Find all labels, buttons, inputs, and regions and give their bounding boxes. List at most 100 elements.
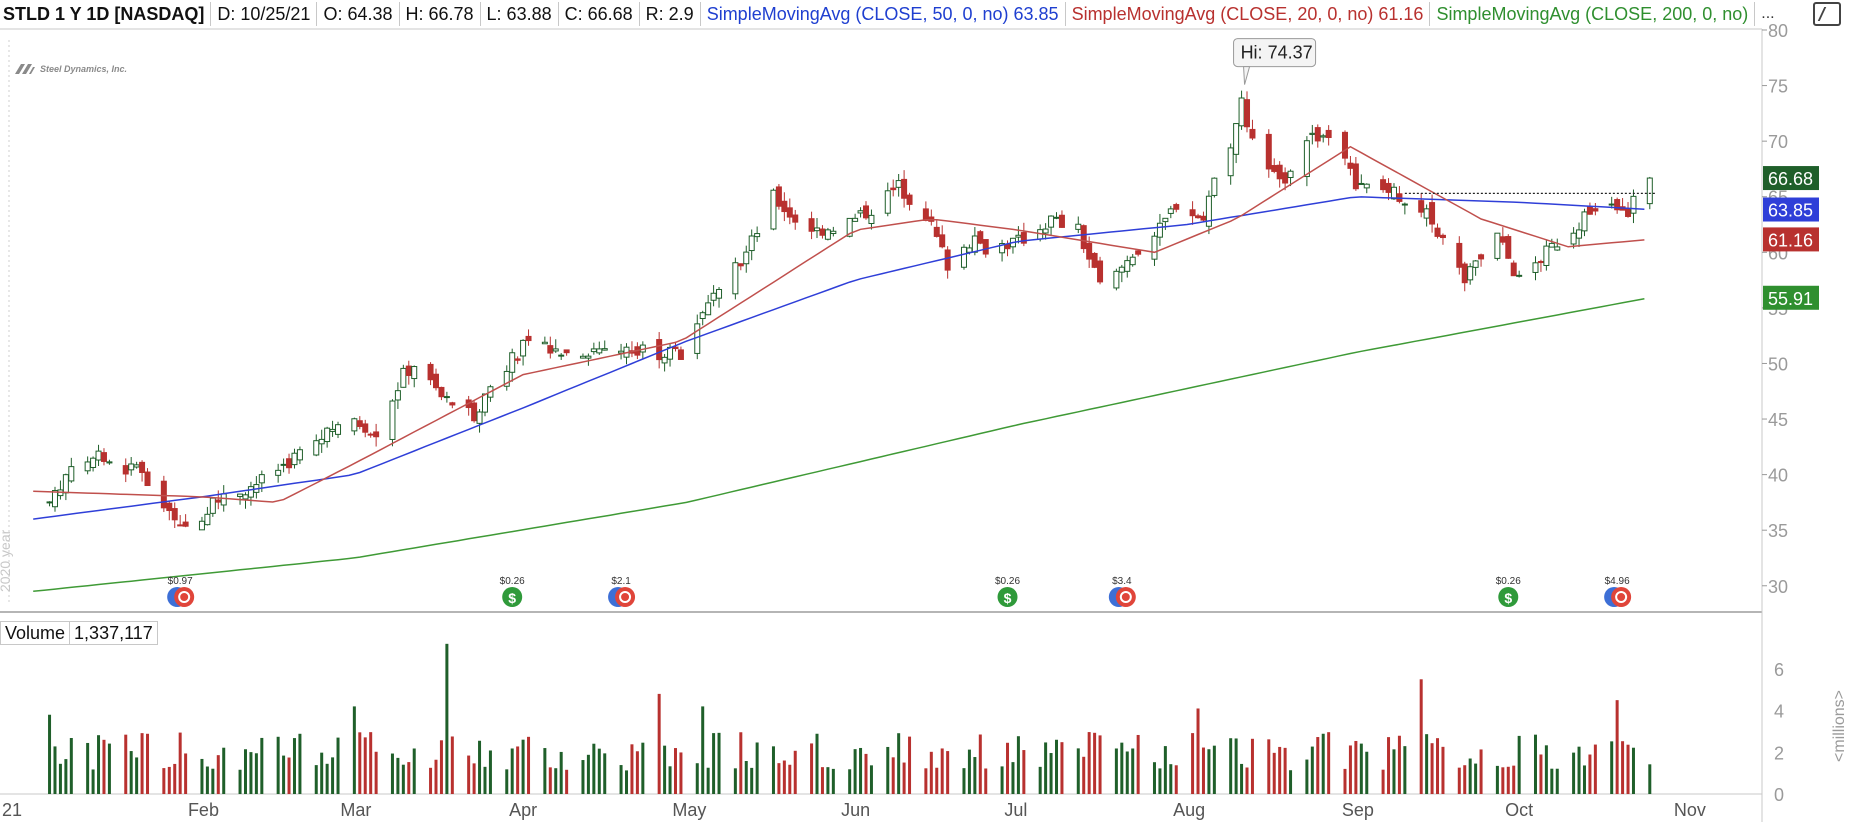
candle — [748, 229, 755, 261]
volume-bar — [1163, 746, 1167, 794]
drawing-tool-icon[interactable] — [1813, 2, 1841, 26]
candle — [661, 353, 668, 372]
dividend-icon[interactable]: $0.26 $ — [500, 576, 525, 607]
candle — [705, 294, 712, 316]
candle — [351, 417, 358, 436]
candle — [90, 456, 97, 472]
value-badge-text: 55.91 — [1768, 289, 1813, 309]
candle — [139, 460, 146, 482]
candle — [939, 225, 946, 249]
candle — [1091, 252, 1098, 269]
candle — [1249, 119, 1256, 141]
candle — [933, 220, 940, 238]
event-label: $0.26 — [1496, 576, 1521, 587]
volume-label[interactable]: Volume — [0, 621, 71, 645]
volume-bar — [973, 757, 977, 794]
volume-bar — [407, 762, 411, 794]
candle — [1439, 233, 1446, 245]
more-menu-button[interactable]: ... — [1761, 5, 1775, 22]
volume-bar — [1441, 746, 1445, 794]
volume-bar — [527, 736, 531, 794]
volume-bar — [831, 768, 835, 794]
candle — [1347, 155, 1354, 176]
earnings-icon[interactable]: $2.1 — [608, 576, 636, 607]
candle — [1576, 222, 1583, 247]
volume-bar — [717, 732, 721, 794]
candle — [1586, 202, 1593, 215]
candle — [1097, 256, 1104, 285]
candle — [1211, 177, 1218, 198]
candle — [509, 348, 516, 382]
candle — [1472, 260, 1479, 276]
volume-bar — [1174, 765, 1178, 794]
symbol-label[interactable]: STLD 1 Y 1D [NASDAQ] — [0, 2, 212, 26]
volume-bar — [750, 767, 754, 794]
volume-bar — [320, 752, 324, 794]
volume-bar — [1512, 765, 1516, 794]
candle — [1314, 124, 1321, 148]
candle — [563, 349, 570, 356]
volume-bar — [510, 748, 514, 794]
candle — [1510, 260, 1517, 277]
candle — [100, 448, 107, 466]
candle — [122, 458, 129, 483]
price-tick-label: 40 — [1768, 466, 1788, 486]
candle — [1151, 231, 1158, 266]
volume-bar — [1392, 749, 1396, 794]
candle — [84, 456, 91, 475]
candle — [1173, 202, 1180, 213]
chart-header: STLD 1 Y 1D [NASDAQ] D: 10/25/21 O: 64.3… — [0, 0, 1781, 28]
candle — [1135, 249, 1142, 257]
sma20-line — [33, 145, 1645, 503]
volume-bar — [53, 746, 57, 794]
volume-bar — [1152, 762, 1156, 794]
candle — [1630, 189, 1637, 224]
volume-bar — [1321, 733, 1325, 794]
open-readout: O: 64.38 — [317, 2, 400, 26]
candle — [1554, 238, 1561, 251]
volume-bar — [162, 768, 166, 794]
volume-bar — [1196, 708, 1200, 794]
candle — [95, 444, 102, 467]
dividend-icon[interactable]: $0.26 $ — [995, 576, 1020, 607]
earnings-icon[interactable]: $0.97 — [167, 576, 195, 607]
volume-bar — [1093, 732, 1097, 794]
candle — [405, 360, 412, 385]
volume-bar — [483, 766, 487, 794]
range-readout: R: 2.9 — [640, 2, 701, 26]
volume-bar — [173, 763, 177, 794]
candle — [62, 473, 69, 501]
dividend-icon[interactable]: $0.26 $ — [1496, 576, 1521, 607]
volume-axis: 0 2 4 6 <millions> — [1774, 660, 1848, 805]
candle — [710, 285, 717, 307]
candle — [57, 480, 64, 500]
sma20-study[interactable]: SimpleMovingAvg (CLOSE, 20, 0, no) 61.16 — [1066, 2, 1431, 26]
candle — [520, 339, 527, 366]
candle — [275, 463, 282, 483]
sma50-study[interactable]: SimpleMovingAvg (CLOSE, 50, 0, no) 63.85 — [701, 2, 1066, 26]
volume-bar — [771, 746, 775, 794]
volume-bar — [97, 735, 101, 794]
volume-bar — [1278, 746, 1282, 794]
volume-bar — [336, 737, 340, 794]
candle — [1058, 210, 1065, 228]
sma200-label: SimpleMovingAvg (CLOSE, 200, 0, no) — [1436, 4, 1749, 24]
candle — [177, 515, 184, 527]
candle — [1271, 158, 1278, 174]
time-tick-label: Aug — [1173, 800, 1205, 820]
candle — [1532, 256, 1539, 281]
volume-bar — [1114, 748, 1118, 794]
company-logo: Steel Dynamics, Inc. — [14, 62, 127, 76]
time-tick-label: 21 — [2, 800, 22, 820]
candle — [1385, 178, 1392, 201]
earnings-icon[interactable]: $3.4 — [1108, 576, 1136, 607]
earnings-icon[interactable]: $4.96 — [1604, 576, 1632, 607]
volume-bar — [298, 733, 302, 794]
volume-bar — [908, 736, 912, 794]
logo-text: Steel Dynamics, Inc. — [40, 64, 128, 74]
volume-bar — [1120, 742, 1124, 794]
sma200-study[interactable]: SimpleMovingAvg (CLOSE, 200, 0, no) — [1430, 2, 1756, 26]
volume-bar — [935, 767, 939, 794]
event-label: $0.97 — [168, 576, 193, 587]
candle — [481, 393, 488, 417]
